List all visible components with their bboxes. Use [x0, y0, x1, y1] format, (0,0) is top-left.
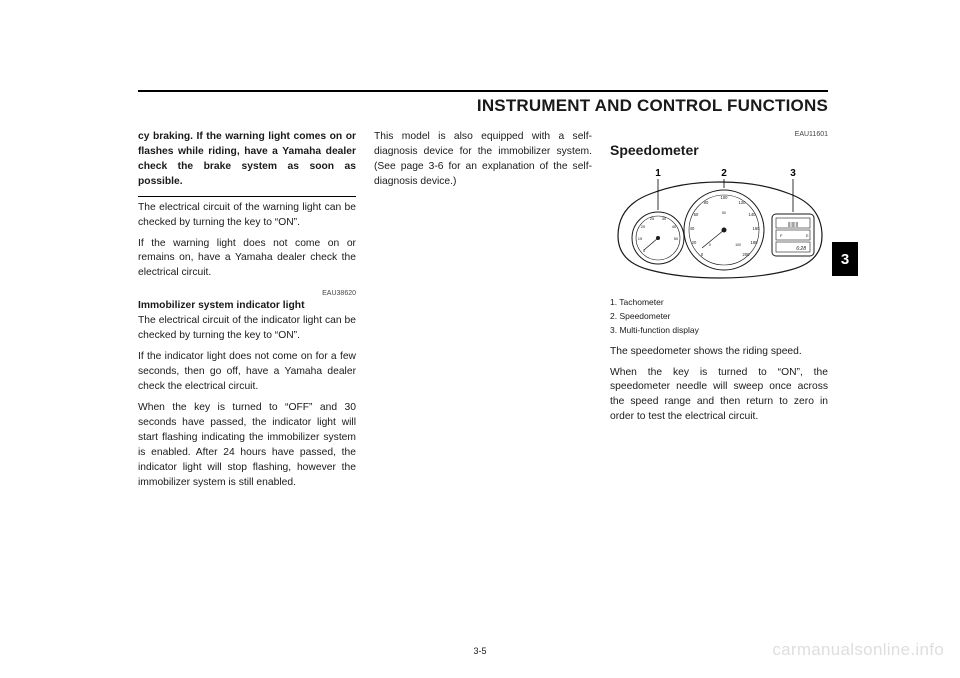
body-text: If the indicator light does not come on … — [138, 350, 356, 395]
page-title: INSTRUMENT AND CONTROL FUNCTIONS — [138, 96, 828, 116]
body-text: If the warning light does not come on or… — [138, 237, 356, 282]
tacho-tick: 40 — [672, 224, 677, 229]
chapter-tab: 3 — [832, 242, 858, 276]
callout-1: 1 — [655, 168, 661, 179]
divider — [138, 196, 356, 197]
tacho-tick: 15 — [638, 236, 643, 241]
speedo-inner: 0 — [709, 243, 711, 247]
speedo-tick: 100 — [721, 195, 729, 200]
speedo-tick: 180 — [751, 240, 759, 245]
tacho-tick: 25 — [650, 216, 655, 221]
speedometer-diagram: 5 15 20 25 30 40 50 0 20 4 — [610, 166, 828, 284]
column-1: cy braking. If the warning light comes o… — [138, 130, 356, 497]
speedo-tick: 20 — [692, 240, 697, 245]
speedo-inner: 50 — [722, 211, 726, 215]
page-number: 3-5 — [473, 646, 486, 656]
tacho-tick: 50 — [674, 236, 679, 241]
column-3: EAU11601 Speedometer 5 15 20 25 30 40 — [610, 130, 828, 497]
body-text: The electrical circuit of the indicator … — [138, 314, 356, 344]
speedo-tick: 80 — [704, 200, 709, 205]
body-text: The electrical circuit of the warning li… — [138, 201, 356, 231]
display-bar: |||||||| — [788, 222, 798, 228]
body-text: When the key is turned to “ON”, the spee… — [610, 366, 828, 426]
section-title: Speedometer — [610, 140, 828, 160]
caption-line: 3. Multi-function display — [610, 324, 828, 337]
reference-code: EAU11601 — [610, 130, 828, 140]
warning-text: cy braking. If the warning light comes o… — [138, 130, 356, 190]
watermark: carmanualsonline.info — [772, 640, 944, 660]
manual-page: INSTRUMENT AND CONTROL FUNCTIONS cy brak… — [138, 90, 828, 650]
reference-code: EAU38620 — [138, 289, 356, 299]
fuel-e: E — [806, 233, 809, 238]
speedo-tick: 120 — [739, 200, 747, 205]
caption-line: 2. Speedometer — [610, 310, 828, 323]
header-rule — [138, 90, 828, 92]
speedo-tick: 200 — [743, 252, 751, 257]
figure-caption: 1. Tachometer 2. Speedometer 3. Multi-fu… — [610, 296, 828, 336]
speedo-inner: 100 — [735, 243, 741, 247]
speedo-tick: 160 — [753, 226, 761, 231]
column-2: This model is also equipped with a self-… — [374, 130, 592, 497]
subheading: Immobilizer system indicator light — [138, 299, 356, 314]
speedo-tick: 40 — [690, 226, 695, 231]
speedo-tick: 140 — [749, 212, 757, 217]
speedo-tick: 60 — [694, 212, 699, 217]
tacho-tick: 30 — [662, 216, 667, 221]
body-text: When the key is turned to “OFF” and 30 s… — [138, 401, 356, 491]
callout-3: 3 — [790, 168, 796, 179]
tacho-tick: 20 — [641, 224, 646, 229]
body-text: This model is also equipped with a self-… — [374, 130, 592, 190]
callout-2: 2 — [721, 168, 727, 179]
content-columns: cy braking. If the warning light comes o… — [138, 130, 828, 497]
display-time: 6:28 — [796, 246, 806, 252]
caption-line: 1. Tachometer — [610, 296, 828, 309]
body-text: The speedometer shows the riding speed. — [610, 345, 828, 360]
